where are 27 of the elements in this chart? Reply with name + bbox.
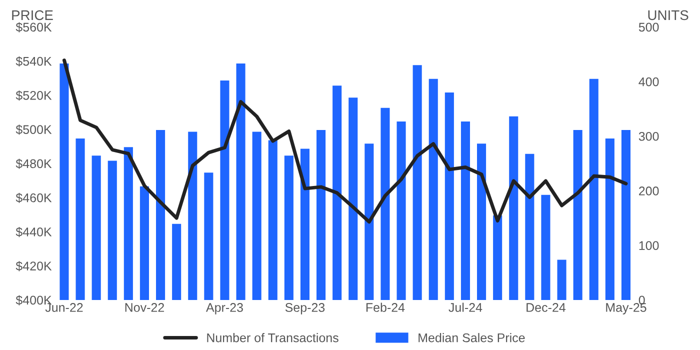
y-tick-label: $420K bbox=[16, 261, 52, 272]
x-tick-label: Jun-22 bbox=[45, 303, 83, 312]
legend-label: Number of Transactions bbox=[207, 333, 338, 342]
y-tick-label: $480K bbox=[16, 158, 52, 169]
x-tick-label: Sep-23 bbox=[285, 303, 325, 314]
x-tick-label: Nov-22 bbox=[125, 303, 164, 312]
x-tick-label: Jul-24 bbox=[448, 302, 482, 312]
x-tick-label: Dec-24 bbox=[526, 303, 566, 312]
y-tick-label: $400K bbox=[16, 295, 52, 306]
x-tick-label: May-25 bbox=[606, 303, 646, 314]
y2-tick-label: 200 bbox=[639, 186, 659, 196]
y2-tick-label: 100 bbox=[639, 241, 659, 250]
y-tick-label: $500K bbox=[16, 124, 52, 135]
legend-label: Median Sales Price bbox=[418, 333, 525, 342]
x-tick-label: Apr-23 bbox=[206, 303, 243, 314]
y2-tick-label: 400 bbox=[638, 77, 659, 86]
y-tick-label: $540K bbox=[16, 56, 52, 66]
line-series bbox=[62, 58, 628, 224]
y2-tick-label: 300 bbox=[638, 132, 659, 141]
y-tick-label: $440K bbox=[16, 226, 52, 238]
y-tick-label: $560K bbox=[16, 22, 52, 32]
y2-axis-title: UNITS bbox=[648, 10, 688, 20]
y-tick-label: $460K bbox=[16, 192, 52, 203]
y-tick-label: $520K bbox=[16, 90, 52, 101]
y-axis-title: PRICE bbox=[12, 10, 53, 20]
y2-tick-label: 500 bbox=[638, 22, 659, 32]
x-tick-label: Feb-24 bbox=[366, 302, 405, 312]
